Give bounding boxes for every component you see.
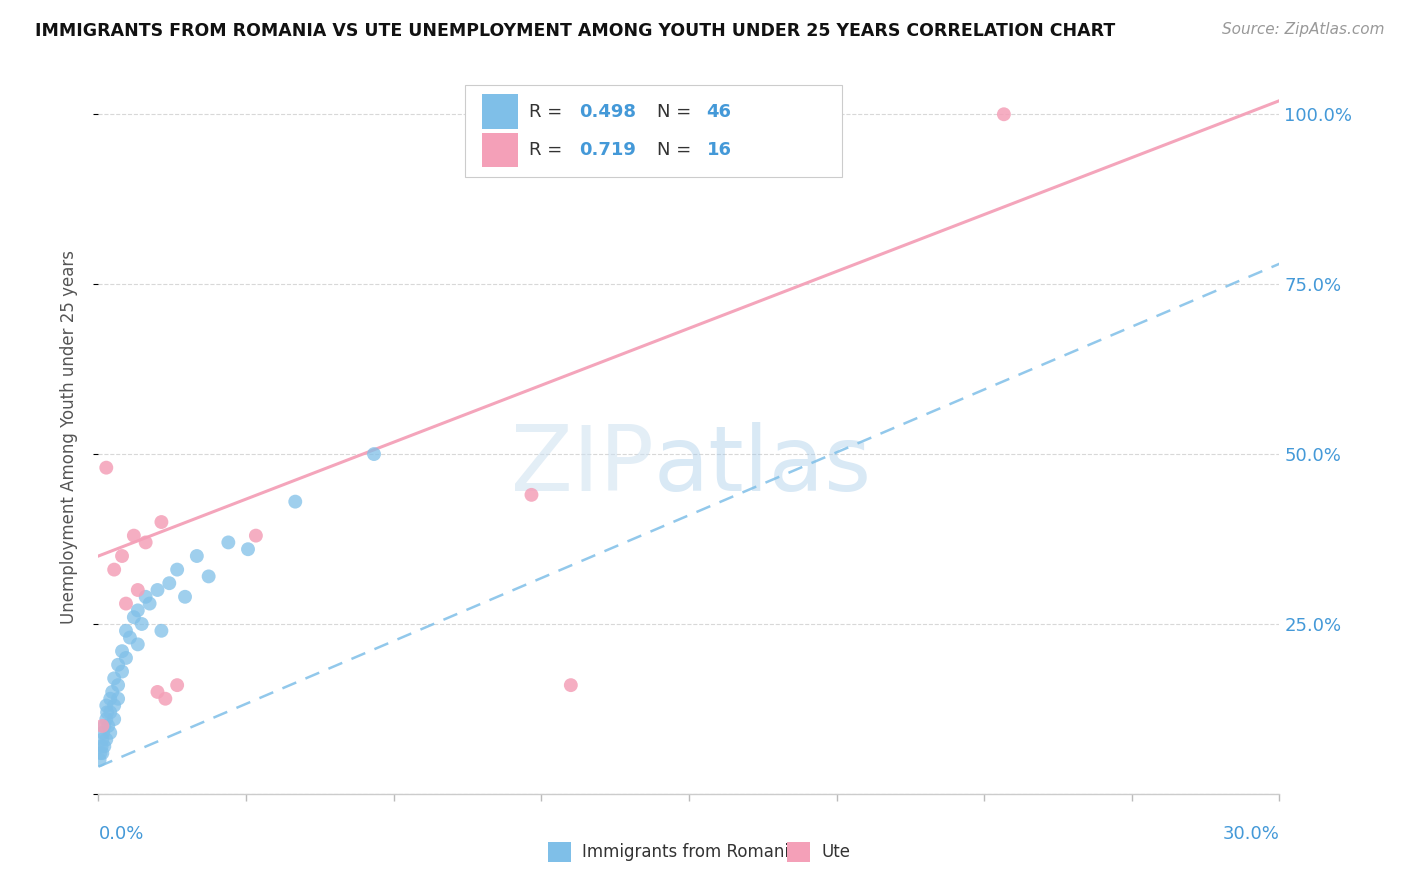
Point (146, 582, 169, 597)
Point (107, 657, 129, 672)
Point (107, 691, 129, 706)
Point (93, 719, 115, 733)
Text: 16: 16 (707, 141, 731, 160)
Point (90, 739, 112, 754)
Point (91, 732, 114, 747)
Point (98, 706, 121, 720)
Point (98, 691, 121, 706)
Point (363, 447, 385, 461)
Point (93, 739, 115, 754)
Point (91, 746, 114, 760)
Text: Ute: Ute (821, 843, 851, 861)
Point (150, 624, 173, 638)
Point (166, 563, 188, 577)
Text: N =: N = (657, 103, 697, 120)
Point (135, 535, 157, 549)
Point (98, 725, 121, 739)
Point (103, 712, 125, 726)
Point (166, 678, 188, 692)
Point (115, 651, 138, 665)
Text: Source: ZipAtlas.com: Source: ZipAtlas.com (1222, 22, 1385, 37)
Point (135, 590, 157, 604)
Point (103, 563, 125, 577)
Text: R =: R = (530, 141, 568, 160)
Point (89, 746, 111, 760)
Point (97, 719, 120, 733)
Point (174, 590, 197, 604)
Text: 0.719: 0.719 (579, 141, 636, 160)
Point (150, 515, 173, 529)
Point (186, 549, 208, 563)
Point (217, 535, 239, 549)
Bar (482, 133, 517, 168)
Point (127, 637, 149, 651)
Point (89, 753, 111, 767)
Point (520, 141, 543, 155)
Text: R =: R = (530, 103, 568, 120)
Point (115, 624, 138, 638)
Text: atlas: atlas (654, 422, 872, 509)
Text: Immigrants from Romania: Immigrants from Romania (582, 843, 799, 861)
Point (127, 582, 149, 597)
Point (115, 597, 138, 611)
Point (993, 107, 1015, 121)
Y-axis label: Unemployment Among Youth under 25 years: Unemployment Among Youth under 25 years (59, 250, 77, 624)
Text: IMMIGRANTS FROM ROMANIA VS UTE UNEMPLOYMENT AMONG YOUTH UNDER 25 YEARS CORRELATI: IMMIGRANTS FROM ROMANIA VS UTE UNEMPLOYM… (35, 22, 1115, 40)
Text: N =: N = (657, 141, 697, 160)
Point (96, 706, 118, 720)
FancyBboxPatch shape (464, 86, 842, 177)
Point (107, 678, 129, 692)
Point (245, 528, 267, 542)
Text: ZIP: ZIP (510, 422, 654, 509)
Point (127, 603, 149, 617)
Text: 0.498: 0.498 (579, 103, 636, 120)
Point (96, 712, 118, 726)
Point (118, 631, 141, 645)
Text: 0.0%: 0.0% (98, 825, 143, 843)
Point (236, 542, 259, 557)
Point (284, 494, 307, 508)
Point (560, 678, 582, 692)
Bar (482, 95, 517, 128)
Point (520, 488, 543, 502)
Point (131, 617, 153, 632)
Point (146, 685, 169, 699)
Point (111, 549, 134, 563)
Point (138, 597, 160, 611)
Point (197, 569, 219, 583)
Point (96, 732, 118, 747)
Point (103, 671, 125, 685)
Point (91, 725, 114, 739)
Point (111, 644, 134, 658)
Point (157, 576, 180, 591)
Point (101, 685, 124, 699)
Point (91, 719, 114, 733)
Point (122, 610, 145, 624)
Point (111, 665, 134, 679)
Point (155, 691, 177, 706)
Point (96, 698, 118, 713)
Point (96, 460, 118, 475)
Text: 30.0%: 30.0% (1223, 825, 1279, 843)
Point (122, 528, 145, 542)
Point (103, 698, 125, 713)
Text: 46: 46 (707, 103, 731, 120)
